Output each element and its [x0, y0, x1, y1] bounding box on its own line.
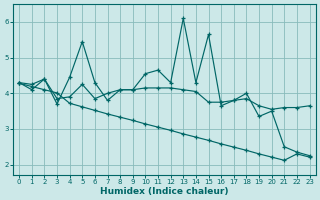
X-axis label: Humidex (Indice chaleur): Humidex (Indice chaleur) — [100, 187, 228, 196]
